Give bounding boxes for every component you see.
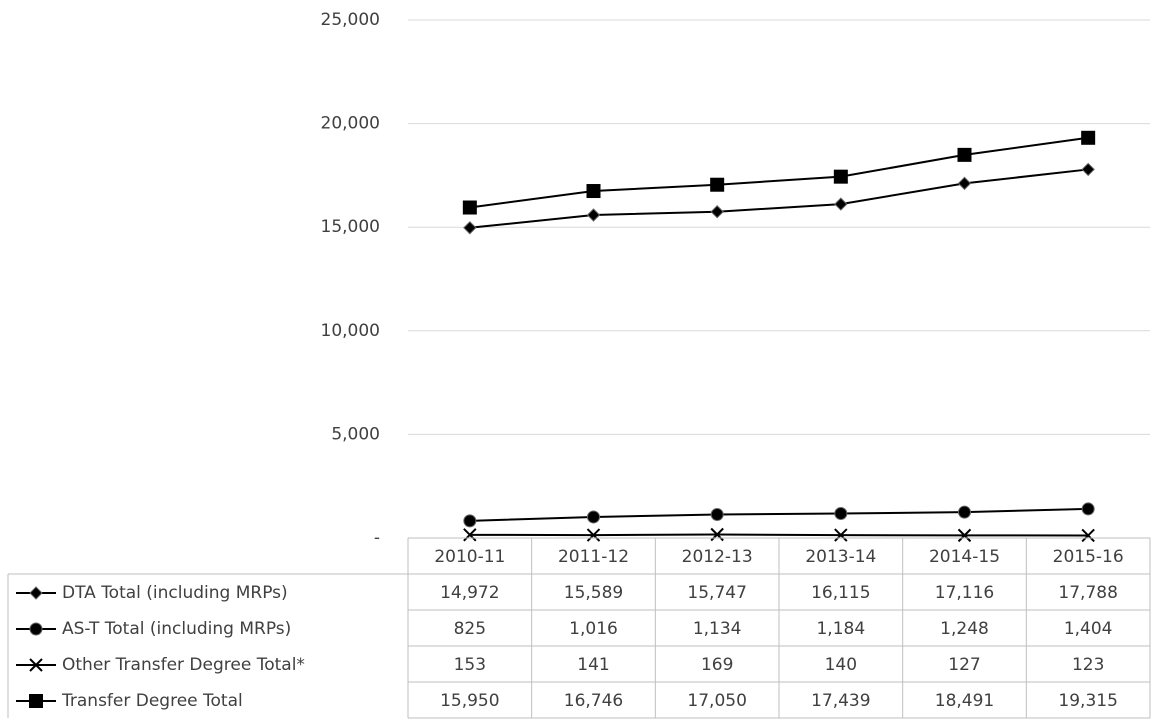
marker [29, 622, 43, 636]
legend-label: Transfer Degree Total [61, 691, 243, 711]
table-value: 17,116 [935, 583, 994, 603]
legend-label: Other Transfer Degree Total* [62, 655, 305, 675]
x-tick-label: 2014-15 [929, 547, 1000, 567]
marker [710, 508, 724, 522]
table-value: 140 [825, 655, 857, 675]
table-value: 1,134 [693, 619, 742, 639]
y-tick-label: - [374, 528, 380, 548]
marker [29, 694, 43, 708]
table-value: 825 [454, 619, 486, 639]
series-line [469, 136, 1089, 209]
x-tick-label: 2012-13 [682, 547, 753, 567]
marker [463, 221, 477, 235]
marker [1081, 162, 1095, 177]
marker [1081, 502, 1095, 516]
table-value: 127 [948, 655, 980, 675]
series-line [469, 168, 1089, 229]
table-value: 169 [701, 655, 733, 675]
x-tick-label: 2010-11 [434, 547, 505, 567]
table-value: 18,491 [935, 691, 994, 711]
y-tick-label: 5,000 [331, 424, 380, 444]
marker [710, 205, 724, 219]
marker [29, 586, 43, 600]
marker [586, 528, 601, 542]
marker [957, 176, 972, 191]
table-value: 1,248 [940, 619, 989, 639]
table-value: 15,747 [687, 583, 746, 603]
table-value: 17,439 [811, 691, 870, 711]
marker [957, 147, 972, 162]
table-value: 153 [454, 655, 486, 675]
table-value: 17,050 [687, 691, 746, 711]
x-tick-label: 2015-16 [1053, 547, 1124, 567]
marker [834, 197, 848, 211]
y-tick-label: 15,000 [321, 217, 380, 237]
series-line [469, 507, 1089, 522]
series-line [469, 533, 1089, 537]
table-value: 16,115 [811, 583, 870, 603]
marker [710, 177, 725, 192]
table-value: 123 [1072, 655, 1104, 675]
marker [586, 184, 601, 199]
marker [958, 505, 971, 519]
table-value: 1,016 [569, 619, 618, 639]
marker [463, 514, 477, 528]
table-value: 15,950 [440, 691, 499, 711]
table-value: 15,589 [564, 583, 623, 603]
table-value: 19,315 [1058, 691, 1117, 711]
table-value: 1,184 [816, 619, 865, 639]
legend-label: DTA Total (including MRPs) [62, 583, 288, 603]
marker [29, 658, 43, 672]
marker [462, 200, 477, 215]
marker [587, 510, 600, 524]
table-value: 17,788 [1058, 583, 1117, 603]
marker [833, 169, 848, 184]
marker [1081, 130, 1096, 145]
x-tick-label: 2011-12 [558, 547, 629, 567]
y-tick-label: 25,000 [321, 10, 380, 30]
y-tick-label: 20,000 [321, 114, 380, 134]
marker [463, 528, 477, 542]
marker [1081, 528, 1095, 543]
marker [957, 528, 972, 543]
legend-label: AS-T Total (including MRPs) [62, 619, 291, 639]
marker [834, 528, 848, 542]
table-value: 141 [577, 655, 609, 675]
table-value: 1,404 [1064, 619, 1113, 639]
marker [834, 506, 848, 520]
marker [586, 208, 601, 222]
table-value: 16,746 [564, 691, 623, 711]
x-tick-label: 2013-14 [805, 547, 876, 567]
table-value: 14,972 [440, 583, 499, 603]
y-tick-label: 10,000 [321, 321, 380, 341]
